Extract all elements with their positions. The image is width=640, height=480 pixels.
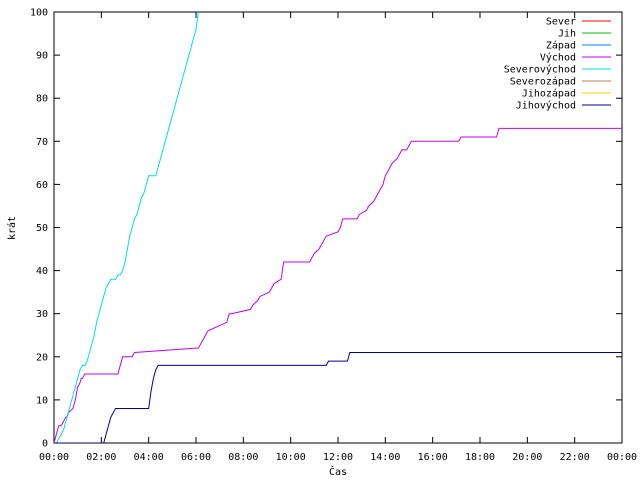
- y-tick-label: 10: [36, 395, 48, 406]
- x-tick-label: 20:00: [512, 452, 542, 463]
- series-lines: [54, 12, 622, 443]
- x-tick-label: 12:00: [323, 452, 353, 463]
- legend-label: Sever: [546, 17, 576, 28]
- legend-entry: Jihozápad: [522, 88, 611, 100]
- y-tick-label: 80: [36, 94, 48, 105]
- x-tick-label: 16:00: [418, 452, 448, 463]
- legend-entry: Sever: [546, 17, 611, 28]
- x-tick-label: 08:00: [228, 452, 258, 463]
- legend-entry: Východ: [540, 52, 611, 64]
- x-tick-label: 22:00: [560, 452, 590, 463]
- x-tick-label: 06:00: [181, 452, 211, 463]
- y-tick-label: 0: [42, 439, 48, 450]
- x-tick-label: 02:00: [86, 452, 116, 463]
- y-tick-label: 60: [36, 180, 48, 191]
- x-tick-label: 14:00: [370, 452, 400, 463]
- y-axis-label: krát: [6, 216, 18, 240]
- y-tick-label: 20: [36, 352, 48, 363]
- y-tick-label: 90: [36, 51, 48, 62]
- legend: SeverJihZápadVýchodSeverovýchodSeverozáp…: [504, 17, 611, 112]
- y-tick-label: 40: [36, 266, 48, 277]
- legend-entry: Jihovýchod: [516, 100, 611, 112]
- legend-label: Západ: [546, 40, 576, 52]
- legend-entry: Severovýchod: [504, 64, 611, 76]
- x-axis-label: Čas: [329, 465, 347, 478]
- legend-label: Jihovýchod: [516, 100, 576, 112]
- x-tick-label: 10:00: [276, 452, 306, 463]
- series-line-4: [54, 12, 199, 443]
- legend-label: Severozápad: [510, 76, 576, 88]
- axis-ticks: [53, 11, 623, 444]
- legend-label: Východ: [540, 52, 576, 64]
- x-tick-label: 00:00: [39, 452, 69, 463]
- legend-label: Jihozápad: [522, 88, 576, 100]
- y-tick-label: 50: [36, 223, 48, 234]
- x-tick-label: 18:00: [465, 452, 495, 463]
- legend-label: Jih: [558, 29, 576, 40]
- y-tick-label: 30: [36, 309, 48, 320]
- legend-label: Severovýchod: [504, 64, 576, 76]
- legend-entry: Západ: [546, 40, 611, 52]
- series-line-3: [54, 127, 622, 443]
- y-tick-label: 70: [36, 137, 48, 148]
- legend-entry: Severozápad: [510, 76, 611, 88]
- x-tick-label: 04:00: [134, 452, 164, 463]
- y-tick-label: 100: [30, 8, 48, 19]
- series-line-7: [54, 351, 622, 443]
- x-tick-label: 00:00: [607, 452, 637, 463]
- axis-tick-labels: 0 10 20 30 40 50 60 70 80 90 100 00:00 02:00 04:00 06:…: [30, 8, 637, 464]
- legend-entry: Jih: [558, 29, 611, 40]
